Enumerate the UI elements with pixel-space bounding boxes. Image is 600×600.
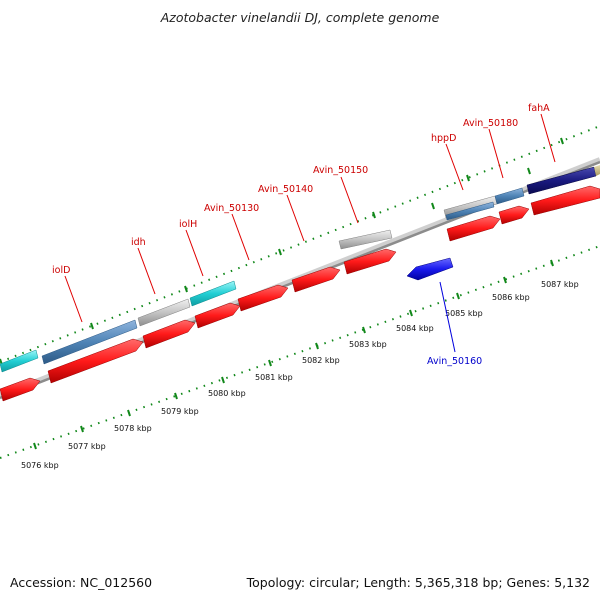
scale-label: 5078 kbp	[114, 424, 152, 433]
forward-cds-arrow[interactable]	[343, 248, 397, 275]
scale-label: 5086 kbp	[492, 293, 530, 302]
cyan-feature[interactable]	[0, 349, 39, 373]
forward-cds-arrow[interactable]	[194, 302, 241, 329]
grey-feature[interactable]	[338, 229, 393, 250]
scale-major-ticks	[33, 259, 554, 450]
forward-cds-arrow[interactable]	[291, 266, 341, 293]
gene-label[interactable]: iolD	[52, 265, 70, 276]
scale-labels: 5076 kbp 5077 kbp 5078 kbp 5079 kbp 5080…	[21, 280, 579, 470]
scale-label: 5076 kbp	[21, 461, 59, 470]
scale-label: 5082 kbp	[302, 356, 340, 365]
gene-label[interactable]: idh	[131, 237, 146, 248]
upper-tick-track	[0, 125, 600, 363]
gene-label[interactable]: iolH	[179, 219, 197, 230]
scale-label: 5079 kbp	[161, 407, 199, 416]
scale-label: 5081 kbp	[255, 373, 293, 382]
leader-line	[439, 281, 456, 353]
forward-cds-arrow[interactable]	[446, 215, 501, 242]
gene-label[interactable]: Avin_50130	[204, 203, 259, 214]
forward-cds-arrow[interactable]	[0, 377, 41, 402]
grey-feature[interactable]	[137, 298, 191, 327]
scale-label: 5080 kbp	[208, 389, 246, 398]
reverse-cds-arrow[interactable]	[406, 257, 454, 281]
leader-line	[488, 128, 504, 179]
leader-line	[64, 275, 83, 323]
scale-label: 5077 kbp	[68, 442, 106, 451]
forward-cds-track	[0, 185, 600, 402]
leader-line	[286, 194, 305, 242]
feature-track-upper	[0, 165, 600, 373]
forward-cds-arrow[interactable]	[237, 284, 289, 312]
leader-line	[185, 229, 204, 277]
gene-label[interactable]: hppD	[431, 133, 456, 144]
forward-cds-arrow[interactable]	[142, 319, 196, 349]
steelblue-feature[interactable]	[494, 187, 525, 205]
gene-label[interactable]: Avin_50160	[427, 356, 482, 367]
forward-cds-arrow[interactable]	[530, 185, 600, 216]
leader-line	[445, 143, 464, 191]
forward-cds-arrow[interactable]	[498, 205, 530, 225]
gene-label[interactable]: Avin_50150	[313, 165, 368, 176]
steelblue-feature[interactable]	[41, 319, 138, 365]
gene-labels: iolD idh iolH Avin_50130 Avin_50140 Avin…	[52, 103, 556, 367]
scale-label: 5083 kbp	[349, 340, 387, 349]
gene-label[interactable]: fahA	[528, 103, 550, 114]
accession-text: Accession: NC_012560	[10, 575, 153, 590]
figure-title: Azotobacter vinelandii DJ, complete geno…	[160, 10, 440, 25]
tan-feature[interactable]	[594, 165, 600, 176]
scale-label: 5084 kbp	[396, 324, 434, 333]
leader-line	[540, 113, 556, 163]
steelblue-feature[interactable]	[445, 201, 495, 221]
leader-line	[231, 213, 250, 261]
upper-major-ticks	[0, 137, 564, 366]
cyan-feature[interactable]	[189, 280, 237, 307]
scale-label: 5085 kbp	[445, 309, 483, 318]
topology-text: Topology: circular; Length: 5,365,318 bp…	[246, 575, 590, 590]
leader-line	[137, 247, 156, 295]
scale-label: 5087 kbp	[541, 280, 579, 289]
gene-label[interactable]: Avin_50180	[463, 118, 518, 129]
leader-line	[340, 176, 359, 224]
forward-cds-arrow[interactable]	[47, 338, 144, 384]
gene-label[interactable]: Avin_50140	[258, 184, 313, 195]
